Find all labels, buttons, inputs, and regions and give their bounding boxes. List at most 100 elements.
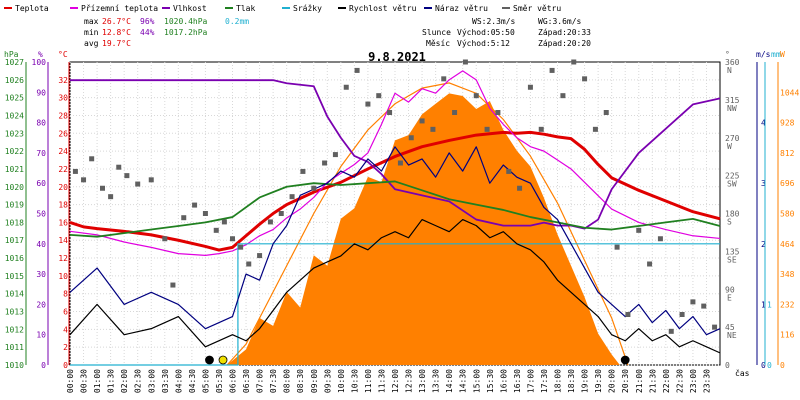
wind-direction-point [473,93,479,99]
x-tick-label: 15:00 [472,369,481,393]
stat-rain: 0.2mm [225,17,249,26]
radiation-tick: 0 [780,361,785,370]
wind-tick: 1 [761,300,766,309]
temperature-tick: 18 [58,201,68,210]
wind-direction-point [221,219,227,225]
unit-cas: čas [735,368,750,378]
chart-title: 9.8.2021 [368,50,426,64]
direction-tick: 90 [725,285,735,294]
pressure-tick: 1011 [5,343,24,352]
wind-direction-point [484,126,490,132]
wind-tick: 0 [761,361,766,370]
unit-deg: ° [725,50,730,59]
temperature-tick: 4 [63,325,68,334]
x-tick-label: 00:30 [80,369,89,393]
wind-direction-point [560,93,566,99]
x-tick-label: 11:00 [364,369,373,393]
wind-direction-point [592,126,598,132]
radiation-theoretical-line [226,82,629,366]
x-tick-label: 17:30 [540,369,549,393]
x-tick-label: 16:30 [513,369,522,393]
x-tick-label: 21:30 [648,369,657,393]
direction-tick: 180 [725,210,740,219]
wind-direction-point [300,168,306,174]
x-tick-label: 19:30 [594,369,603,393]
radiation-area [227,93,620,366]
series-line-3 [69,180,721,238]
radiation-tick: 928 [780,119,795,128]
x-tick-label: 22:00 [662,369,671,393]
wind-direction-point [192,202,198,208]
x-tick-label: 07:30 [269,369,278,393]
radiation-tick: 464 [780,240,795,249]
wind-direction-point [506,168,512,174]
wind-direction-point [430,126,436,132]
stat-max-press: 1020.4hPa [164,17,208,26]
sun-moon-marker [205,355,214,365]
temperature-tick: 24 [58,147,68,156]
humidity-tick: 50 [36,210,46,219]
unit-hpa: hPa [4,50,19,59]
sun-moon-marker [620,355,630,365]
direction-cardinal: NE [727,331,737,340]
wind-direction-point [538,126,544,132]
wind-direction-point [657,236,663,242]
temperature-tick: 0 [63,361,68,370]
stat-wg: WG:3.6m/s [538,17,582,26]
unit-ms: m/s [756,50,771,59]
wind-direction-point [135,181,141,187]
x-tick-label: 20:30 [621,369,630,393]
direction-tick: 135 [725,247,740,256]
x-tick-label: 06:30 [242,369,251,393]
radiation-tick: 232 [780,300,795,309]
pressure-tick: 1016 [5,254,24,263]
radiation-tick: 812 [780,149,795,158]
wind-direction-point [376,93,382,99]
wind-direction-point [527,84,533,90]
direction-cardinal: W [727,142,732,151]
wind-direction-point [636,227,642,233]
stat-sun-rise: Východ:05:50 [457,28,515,37]
rain-tick: 1 [767,300,772,309]
x-tick-label: 20:00 [608,369,617,393]
x-tick-label: 18:30 [567,369,576,393]
wind-direction-point [603,110,609,115]
wind-direction-point [322,160,328,166]
radiation-tick: 580 [780,210,795,219]
x-tick-label: 02:30 [134,369,143,393]
direction-cardinal: E [727,293,732,302]
humidity-tick: 80 [36,119,46,128]
radiation-tick: 348 [780,270,795,279]
wind-direction-point [441,76,447,82]
wind-direction-point [343,84,349,90]
x-tick-label: 04:30 [188,369,197,393]
x-tick-label: 16:00 [499,369,508,393]
legend-label: Tlak [236,4,255,13]
pressure-tick: 1017 [5,236,24,245]
legend-label: Přízemní teplota [81,4,158,13]
humidity-tick: 60 [36,179,46,188]
series-line-6 [69,146,721,336]
stat-max-label: max [84,17,99,26]
pressure-tick: 1012 [5,325,24,334]
x-tick-label: 09:00 [310,369,319,393]
radiation-tick: 1044 [780,88,799,97]
x-tick-label: 08:30 [296,369,305,393]
wind-direction-point [582,76,588,82]
x-tick-label: 05:30 [215,369,224,393]
x-tick-label: 17:00 [526,369,535,393]
wind-direction-point [668,328,674,334]
x-tick-label: 03:30 [161,369,170,393]
x-tick-label: 23:00 [689,369,698,393]
legend-label: Srážky [293,4,322,13]
temperature-tick: 28 [58,111,68,120]
sun-moon-marker [218,355,228,365]
stat-min-temp: 12.8°C [102,28,131,37]
pressure-tick: 1027 [5,58,24,67]
stat-moon-label: Měsíc [426,39,450,48]
wind-direction-point [257,253,263,259]
temperature-tick: 32 [58,76,68,85]
direction-cardinal: S [727,218,732,227]
